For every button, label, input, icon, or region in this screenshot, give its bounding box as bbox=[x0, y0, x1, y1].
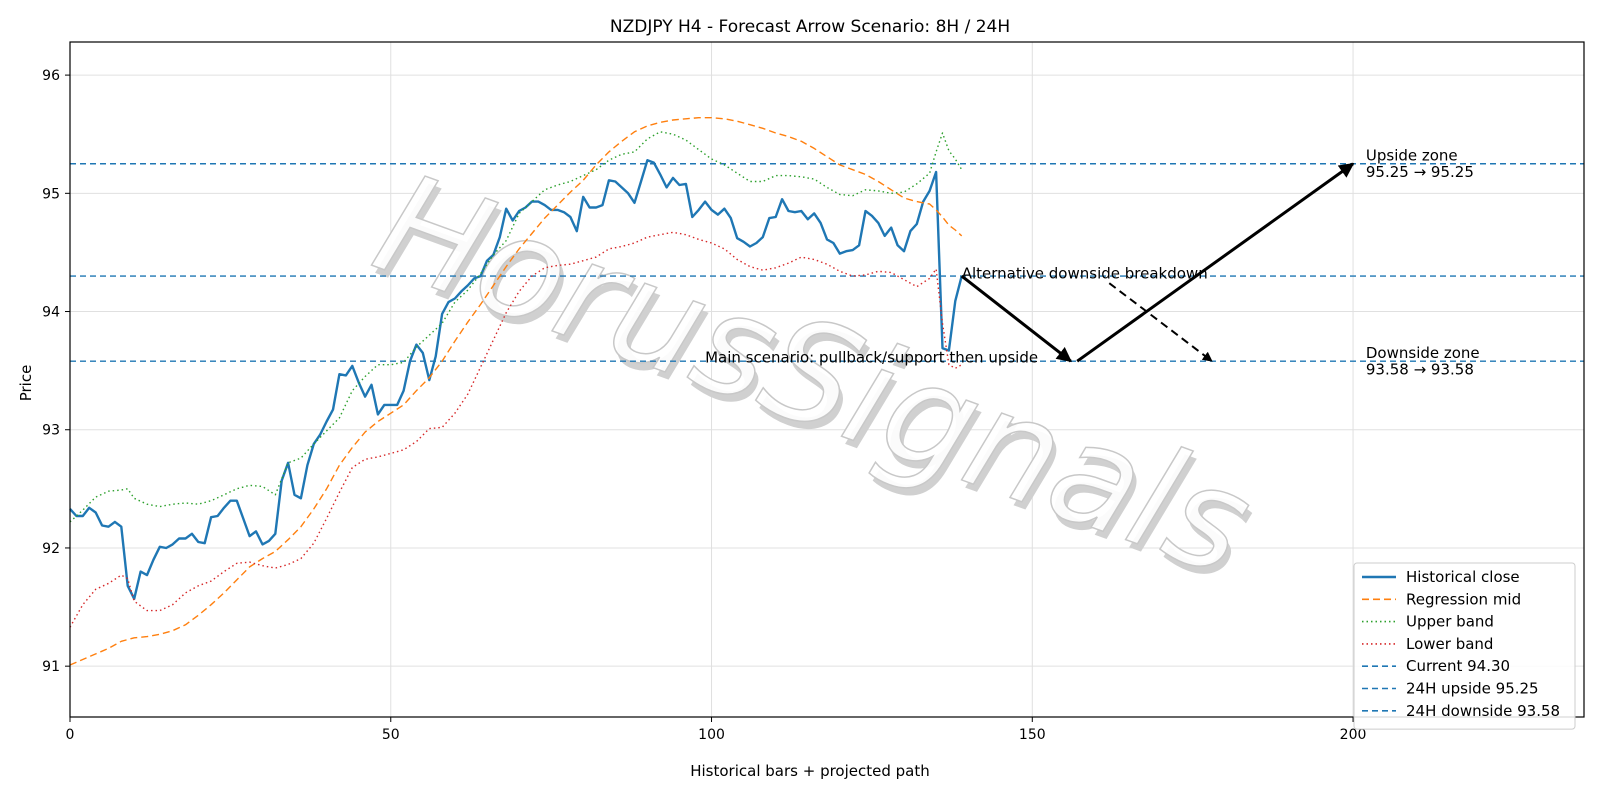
legend-box bbox=[1353, 562, 1576, 730]
x-tick-label: 50 bbox=[382, 727, 400, 743]
x-tick-label: 200 bbox=[1340, 727, 1367, 743]
axis-ticks: 0 50 100 150 200 91 92 93 94 95 96 bbox=[42, 68, 1366, 743]
series-line bbox=[69, 131, 963, 523]
annotation-label: 95.25 → 95.25 bbox=[1366, 163, 1474, 181]
series-line bbox=[69, 231, 963, 628]
chart-title: NZDJPY H4 - Forecast Arrow Scenario: 8H … bbox=[610, 17, 1010, 37]
legend-label: Upper band bbox=[1406, 613, 1494, 631]
annotation-label: Upside zone bbox=[1366, 146, 1458, 164]
annotation-label: Main scenario: pullback/support then ups… bbox=[705, 349, 1038, 367]
y-tick-label: 95 bbox=[42, 186, 60, 202]
y-tick-label: 96 bbox=[42, 68, 60, 84]
legend: Historical close Regression mid Upper band… bbox=[1353, 562, 1576, 730]
scenario-arrows bbox=[960, 162, 1355, 363]
series-lines bbox=[69, 116, 963, 666]
annotation-label: Alternative downside breakdown bbox=[962, 265, 1208, 283]
y-tick-label: 94 bbox=[42, 305, 60, 321]
y-tick-label: 93 bbox=[42, 423, 60, 439]
legend-label: Historical close bbox=[1406, 568, 1520, 586]
reference-lines bbox=[70, 163, 1584, 362]
scenario-arrow bbox=[1076, 162, 1355, 363]
x-tick-label: 100 bbox=[698, 727, 725, 743]
y-tick-label: 92 bbox=[42, 541, 60, 557]
annotation-label: 93.58 → 93.58 bbox=[1366, 360, 1474, 378]
legend-label: Lower band bbox=[1406, 635, 1493, 653]
y-axis-label: Price bbox=[17, 365, 35, 402]
annotation-label: Downside zone bbox=[1366, 344, 1480, 362]
plot-frame bbox=[69, 41, 1585, 718]
x-axis-label: Historical bars + projected path bbox=[690, 762, 930, 780]
series-line bbox=[69, 158, 963, 600]
legend-label: Regression mid bbox=[1406, 590, 1521, 608]
scenario-arrow bbox=[960, 274, 1072, 363]
x-tick-label: 150 bbox=[1019, 727, 1046, 743]
scenario-arrow bbox=[1108, 282, 1213, 362]
legend-label: 24H upside 95.25 bbox=[1406, 680, 1539, 698]
legend-label: 24H downside 93.58 bbox=[1406, 702, 1560, 720]
y-tick-label: 91 bbox=[42, 659, 60, 675]
legend-label: Current 94.30 bbox=[1406, 657, 1510, 675]
x-tick-label: 0 bbox=[66, 727, 75, 743]
series-line bbox=[69, 116, 963, 666]
